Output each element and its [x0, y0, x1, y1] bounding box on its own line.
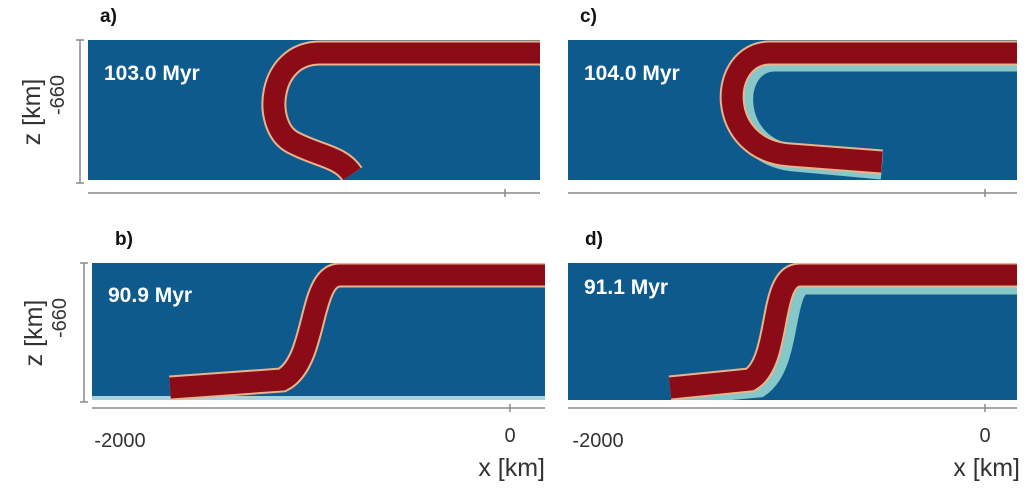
y-axis-top: z [km] -660	[18, 40, 84, 183]
x-axis-label: x [km]	[478, 454, 545, 482]
time-label: 90.9 Myr	[108, 284, 192, 307]
panel-a: a) 103.0 Myr	[88, 6, 545, 197]
x-tick-label: 0	[504, 425, 515, 447]
time-label: 104.0 Myr	[584, 62, 680, 85]
figure: a) 103.0 Myr c) 104.0 Myr b) 90.9 Myr	[0, 0, 1027, 493]
panel-label: b)	[115, 229, 133, 250]
time-label: 103.0 Myr	[104, 62, 200, 85]
panel-d: d) 91.1 Myr -2000 0 x [km]	[568, 229, 1020, 482]
y-axis-label: z [km]	[20, 300, 48, 367]
panel-label: d)	[585, 229, 603, 250]
panel-c: c) 104.0 Myr	[568, 6, 1020, 197]
panel-label: c)	[580, 6, 597, 27]
y-tick-label: -660	[49, 298, 71, 338]
x-axis-label: x [km]	[953, 454, 1020, 482]
y-axis-label: z [km]	[18, 79, 46, 146]
x-tick-label: 0	[979, 425, 990, 447]
x-tick-label: -2000	[94, 430, 145, 452]
y-tick-label: -660	[47, 75, 69, 115]
x-tick-label: -2000	[572, 430, 623, 452]
panel-label: a)	[100, 6, 117, 27]
y-axis-bottom: z [km] -660	[20, 263, 88, 402]
panel-b: b) 90.9 Myr -2000 0 x [km]	[92, 229, 550, 482]
time-label: 91.1 Myr	[584, 276, 668, 299]
